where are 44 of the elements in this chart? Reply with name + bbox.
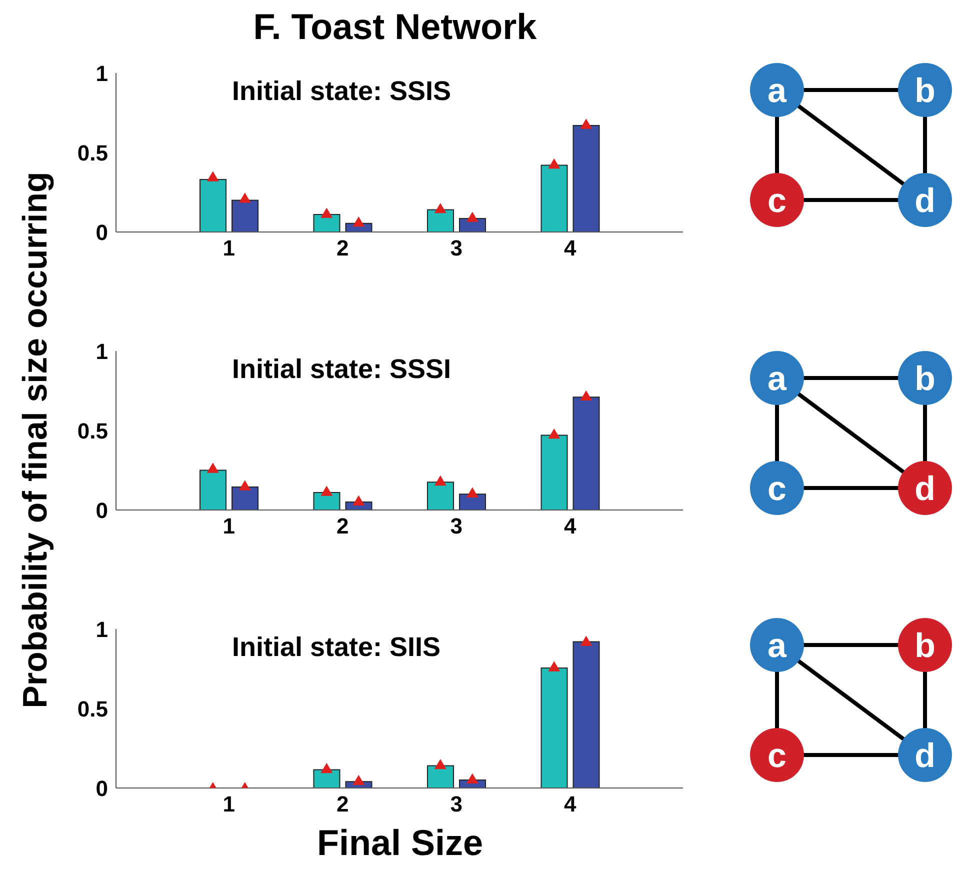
y-tick-label: 0 bbox=[96, 776, 108, 801]
chart-title: F. Toast Network bbox=[252, 6, 538, 48]
annotation: Initial state: SIIS bbox=[232, 632, 441, 663]
x-tick-label: 2 bbox=[336, 792, 349, 817]
x-tick-label: 4 bbox=[564, 514, 577, 539]
y-tick-label: 1 bbox=[96, 338, 108, 364]
bar bbox=[572, 124, 600, 232]
y-tick-label: 0 bbox=[96, 220, 108, 245]
x-tick-label: 4 bbox=[564, 792, 577, 817]
bar bbox=[313, 769, 340, 788]
bar bbox=[232, 486, 258, 510]
bar bbox=[200, 179, 226, 232]
bar bbox=[540, 164, 568, 232]
bar bbox=[427, 765, 454, 788]
x-tick-label: 2 bbox=[336, 514, 349, 539]
network-diagram: a b c d bbox=[750, 63, 952, 227]
y-tick-label: 0 bbox=[96, 498, 108, 523]
bar bbox=[572, 641, 600, 788]
y-tick-label: 1 bbox=[96, 60, 108, 86]
y-tick-label: 0.5 bbox=[77, 696, 108, 722]
y-tick-label: 0.5 bbox=[77, 418, 108, 444]
annotation: Initial state: SSSI bbox=[232, 354, 452, 385]
bar bbox=[427, 209, 454, 232]
x-tick-label: 3 bbox=[450, 514, 462, 539]
x-tick-label: 4 bbox=[564, 236, 577, 261]
x-axis-title: Final Size bbox=[316, 822, 484, 864]
x-tick-label: 2 bbox=[336, 236, 349, 261]
y-tick-label: 0.5 bbox=[77, 140, 108, 166]
bar bbox=[540, 667, 568, 788]
network-diagram: a b c d bbox=[750, 618, 952, 782]
annotation: Initial state: SSIS bbox=[232, 76, 452, 107]
bar bbox=[572, 396, 600, 510]
x-tick-label: 3 bbox=[450, 792, 462, 817]
bar bbox=[200, 470, 226, 510]
y-tick-label: 1 bbox=[96, 616, 108, 642]
y-axis-title: Probability of final size occurring bbox=[16, 172, 56, 708]
bar bbox=[427, 482, 454, 510]
x-tick-label: 1 bbox=[222, 514, 235, 539]
network-diagram: a b c d bbox=[750, 351, 952, 515]
x-tick-label: 3 bbox=[450, 236, 462, 261]
x-tick-label: 1 bbox=[222, 792, 235, 817]
bar bbox=[540, 434, 568, 510]
x-tick-label: 1 bbox=[222, 236, 235, 261]
bar bbox=[232, 200, 258, 232]
